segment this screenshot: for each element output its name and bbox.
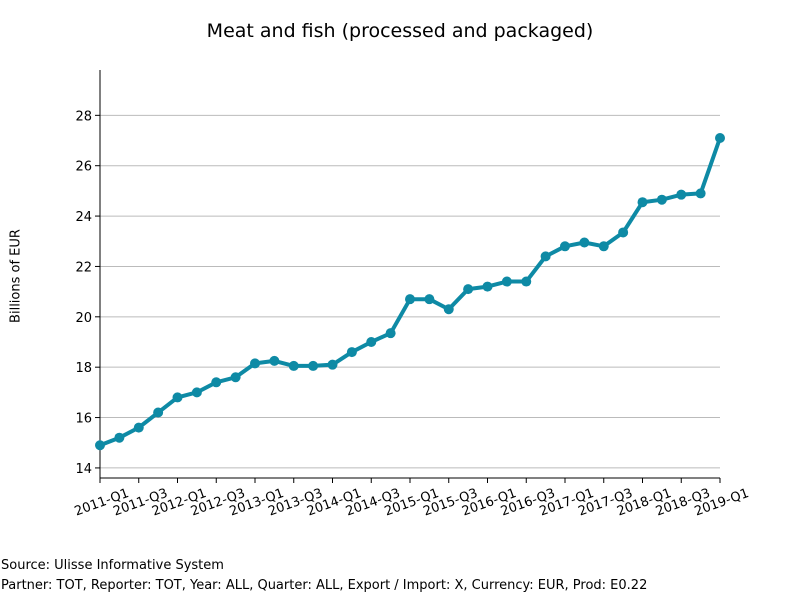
- data-point: [676, 189, 687, 200]
- data-point: [443, 304, 454, 315]
- y-tick-label: 20: [75, 311, 92, 326]
- data-point: [637, 197, 648, 208]
- data-point: [482, 281, 493, 292]
- data-point: [463, 284, 474, 295]
- data-point: [191, 387, 202, 398]
- data-point: [230, 372, 241, 383]
- data-point: [114, 432, 125, 443]
- data-point: [424, 294, 435, 305]
- data-point: [269, 355, 280, 366]
- data-point: [521, 276, 532, 287]
- data-point: [366, 337, 377, 347]
- data-point: [172, 392, 183, 403]
- y-axis-label: Billions of EUR: [8, 229, 24, 323]
- filter-note: Partner: TOT, Reporter: TOT, Year: ALL, …: [1, 578, 648, 593]
- data-point: [715, 133, 725, 143]
- data-point: [501, 276, 512, 287]
- grid-layer: [100, 114, 720, 469]
- y-tick-label: 22: [75, 260, 92, 275]
- axis-layer: 14161820222426282011-Q12011-Q32012-Q1201…: [73, 70, 751, 519]
- data-point: [405, 294, 415, 305]
- data-point: [95, 440, 105, 451]
- data-point: [153, 407, 164, 418]
- chart-title: Meat and fish (processed and packaged): [206, 20, 594, 42]
- series-line: [98, 136, 722, 448]
- y-tick-label: 14: [75, 462, 92, 477]
- data-point: [308, 360, 319, 371]
- y-tick-label: 24: [75, 210, 92, 225]
- data-point: [598, 241, 609, 252]
- data-point: [560, 241, 570, 252]
- y-tick-label: 18: [75, 361, 92, 376]
- y-tick-label: 16: [75, 412, 92, 427]
- data-point: [288, 360, 299, 371]
- y-tick-label: 28: [75, 109, 92, 124]
- data-point: [250, 358, 260, 369]
- data-point: [579, 237, 590, 248]
- data-point: [385, 328, 396, 339]
- data-point: [695, 188, 706, 199]
- data-point: [327, 359, 338, 370]
- data-point: [540, 251, 551, 262]
- data-point: [618, 227, 629, 238]
- data-point: [133, 422, 144, 433]
- source-note: Source: Ulisse Informative System: [1, 558, 224, 573]
- series-layer: [95, 133, 725, 451]
- data-point: [346, 347, 357, 358]
- data-point: [656, 194, 667, 205]
- y-tick-label: 26: [75, 160, 92, 175]
- data-point: [211, 377, 222, 388]
